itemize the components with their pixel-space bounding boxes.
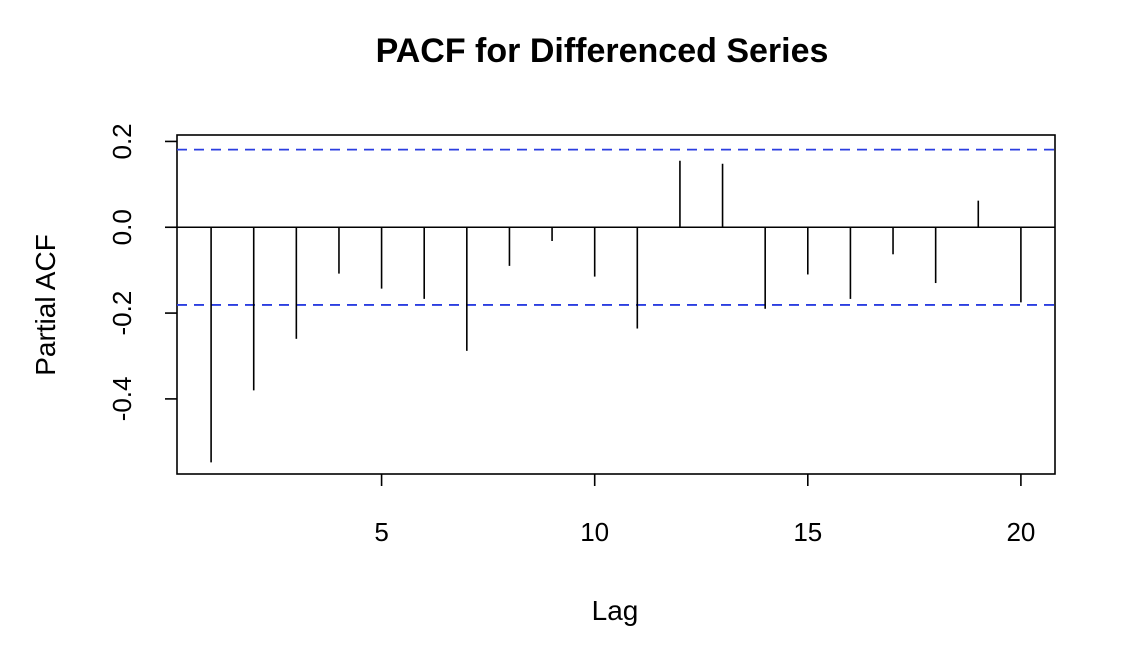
y-tick-label-1: -0.2 [107,291,137,336]
y-tick-label-0: -0.4 [107,376,137,421]
plot-area: 5 10 15 20 -0.4 -0.2 0.0 0.2 [107,123,1056,547]
plot-frame [176,134,1056,475]
x-tick-label-20: 20 [1006,517,1035,547]
y-tick-label-2: 0.0 [107,209,137,245]
x-tick-label-5: 5 [374,517,388,547]
y-tick-label-3: 0.2 [107,123,137,159]
chart-title: PACF for Differenced Series [376,32,829,70]
y-axis-label: Partial ACF [30,234,61,376]
x-tick-label-15: 15 [793,517,822,547]
x-tick-label-10: 10 [580,517,609,547]
x-axis-label: Lag [592,595,639,626]
